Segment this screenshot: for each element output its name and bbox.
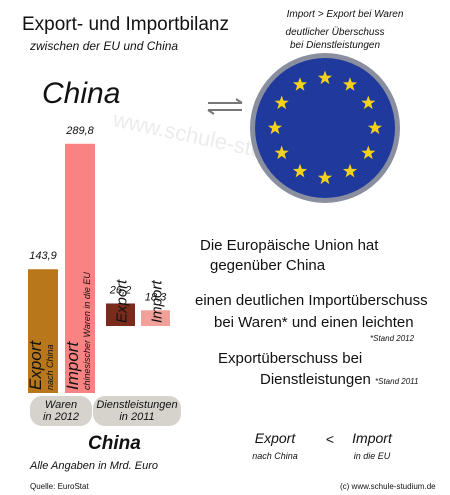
star	[292, 77, 308, 91]
bar-label: Export	[114, 279, 131, 323]
star	[361, 145, 376, 160]
copyright: (c) www.schule-studium.de	[340, 482, 436, 491]
summary-text: Dienstleistungen	[260, 371, 371, 388]
note-line: bei Dienstleistungen	[290, 40, 380, 51]
summary-text: einen deutlichen Importüberschuss	[195, 292, 428, 309]
group-box	[30, 396, 92, 426]
bar-sublabel: nach China	[45, 344, 55, 390]
group-label: Waren	[45, 399, 77, 411]
summary-text: Exportüberschuss bei	[218, 350, 362, 367]
title: Export- und Importbilanz	[22, 14, 229, 35]
note-line: Import > Export bei Waren	[287, 9, 404, 20]
eu-flag	[255, 58, 395, 198]
star	[267, 120, 283, 135]
bar	[65, 143, 95, 393]
summary-text: gegenüber China	[210, 257, 326, 274]
bar	[28, 269, 58, 393]
bar-label: Import	[149, 280, 166, 323]
star	[342, 77, 358, 91]
comparison-right-note: in die EU	[354, 451, 391, 461]
group-label: in 2011	[119, 411, 154, 423]
star	[274, 95, 289, 110]
value-label: 289,8	[65, 125, 94, 137]
subtitle: zwischen der EU und China	[29, 39, 178, 53]
bar-sublabel: chinesischer Waren in die EU	[82, 272, 92, 390]
star	[317, 170, 333, 185]
comparison-right: Import	[352, 430, 393, 446]
star	[292, 163, 308, 178]
star	[274, 145, 289, 160]
comparison-left-note: nach China	[252, 451, 298, 461]
chart-caption: China	[88, 433, 141, 454]
group-box	[93, 396, 181, 426]
source: Quelle: EuroStat	[30, 482, 89, 491]
note-line: deutlicher Überschuss	[286, 26, 385, 38]
star	[361, 95, 376, 110]
bar	[141, 310, 170, 326]
country: China	[42, 77, 120, 110]
value-label: 26,2	[109, 284, 131, 296]
bar-label: Import	[63, 341, 82, 390]
stand-note: *Stand 2012	[370, 334, 415, 343]
summary-text: bei Waren* und einen leichten	[214, 314, 414, 331]
group-label: in 2012	[43, 411, 79, 423]
value-label: 143,9	[29, 250, 57, 262]
star	[342, 163, 358, 178]
star	[317, 70, 333, 85]
summary-text: Die Europäische Union hat	[200, 237, 379, 254]
group-label: Dienstleistungen	[96, 399, 177, 411]
star	[367, 120, 383, 135]
comparison-sign: <	[326, 431, 334, 447]
stand-note: *Stand 2011	[375, 377, 418, 386]
value-label: 18,3	[145, 291, 167, 303]
bar	[106, 303, 135, 326]
unit-note: Alle Angaben in Mrd. Euro	[29, 460, 158, 472]
bar-label: Export	[26, 340, 45, 390]
comparison-left: Export	[255, 430, 297, 446]
arrows	[207, 98, 243, 115]
stars	[267, 70, 383, 185]
